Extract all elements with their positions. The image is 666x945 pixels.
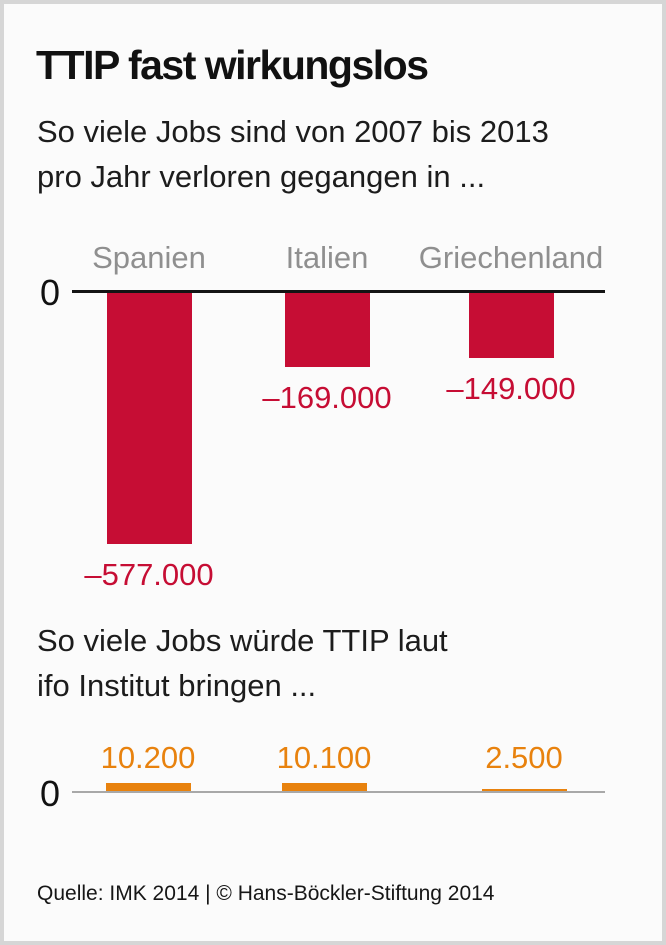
source-note: Quelle: IMK 2014 | © Hans-Böckler-Stiftu… [37,882,495,905]
zero-baseline-label-gains: 0 [39,773,60,814]
category-label-italien: Italien [285,240,369,275]
bar-spanien-gain [105,783,191,791]
bar-italien-losses [284,293,370,367]
zero-baseline-label-losses: 0 [39,272,60,313]
intro-line-2: pro Jahr verloren gegangen in ... [37,159,486,194]
mid-heading-line-1: So viele Jobs würde TTIP laut [37,623,448,658]
value-label-italien-losses: –169.000 [262,380,392,415]
chart-title: TTIP fast wirkungslos [36,42,429,88]
zero-axis-line-gains [72,791,605,793]
value-label-spanien-losses: –577.000 [84,557,214,592]
bar-griechenland-gain [481,789,567,791]
intro-line-1: So viele Jobs sind von 2007 bis 2013 [37,114,549,149]
value-label-griechenland-losses: –149.000 [446,371,576,406]
category-label-griechenland: Griechenland [418,240,604,275]
value-label-italien-gain: 10.100 [276,740,372,775]
category-label-spanien: Spanien [92,240,206,275]
bar-spanien-losses [106,293,192,544]
value-label-griechenland-gain: 2.500 [485,740,563,775]
zero-axis-line-losses [72,290,605,293]
mid-heading-line-2: ifo Institut bringen ... [37,668,317,703]
mid-heading-text: So viele Jobs würde TTIP laut ifo Instit… [37,618,448,708]
bar-griechenland-losses [468,293,554,358]
intro-text: So viele Jobs sind von 2007 bis 2013 pro… [37,109,549,199]
value-label-spanien-gain: 10.200 [100,740,196,775]
bar-italien-gain [281,783,367,791]
